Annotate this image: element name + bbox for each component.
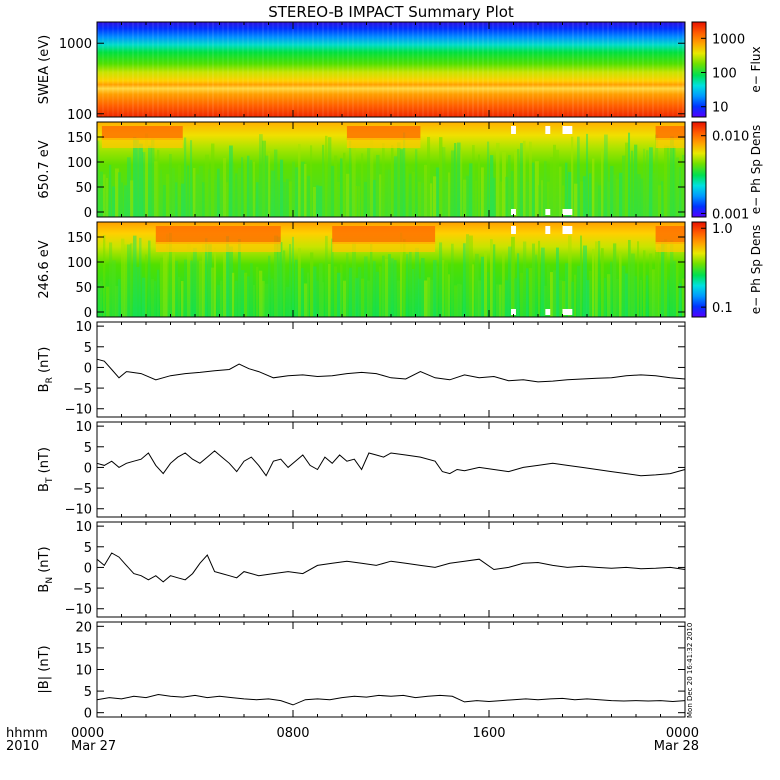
colorbar — [691, 21, 707, 118]
btotal-panel: 0 5 10 15 20 |B| (nT) — [37, 620, 686, 722]
colorbar-tick-label: 0.001 — [712, 207, 749, 222]
spectrogram-texture — [97, 22, 684, 117]
x-date-label: Mar 27 — [71, 739, 116, 754]
y-axis-label: BT (nT) — [37, 447, 55, 492]
y-tick-label: 1000 — [59, 37, 92, 52]
spectrogram-texture — [97, 126, 685, 217]
y-tick-label: −5 — [73, 382, 92, 397]
y-tick-label: 150 — [67, 131, 92, 146]
series-line — [96, 693, 686, 706]
bn-panel: −10 −5 0 5 10 BN (nT) — [37, 520, 686, 618]
y-tick-label: −5 — [73, 482, 92, 497]
x-tick-label: 0000 — [666, 726, 699, 741]
y-tick-label: 0 — [84, 561, 92, 576]
colorbar — [691, 121, 707, 218]
y-axis-label: |B| (nT) — [37, 645, 52, 693]
y-tick-label: 0 — [84, 707, 92, 722]
bt-panel: −10 −5 0 5 10 BT (nT) — [37, 420, 686, 518]
colorbar-tick-label: 0.1 — [712, 301, 733, 316]
y-tick-label: 150 — [67, 231, 92, 246]
colorbar-label: e− Flux — [749, 46, 763, 92]
colorbar-tick-label: 1000 — [712, 32, 745, 47]
series-line — [96, 358, 686, 383]
colorbar-label: e− Ph Sp Dens — [749, 225, 763, 314]
y-tick-label: −10 — [65, 603, 92, 618]
x-tick-label: 0800 — [276, 726, 309, 741]
y-tick-label: 0 — [84, 361, 92, 376]
timestamp-label: Mon Dec 20 16:41:32 2010 — [686, 623, 694, 718]
y-tick-label: −10 — [65, 403, 92, 418]
colorbar-tick-label: 10 — [712, 101, 729, 116]
swea-spectrogram: 10 100 1000 e− Flux 100 1000 SWEA (eV) — [37, 21, 763, 123]
y-tick-label: 5 — [84, 685, 92, 700]
footer-hhmm-label: hhmm — [6, 726, 48, 741]
y-axis-label: 650.7 eV — [37, 140, 52, 198]
series-line — [96, 450, 686, 477]
x-date-label: Mar 28 — [654, 739, 699, 754]
spectrogram-texture — [97, 226, 685, 317]
y-tick-label: 5 — [84, 341, 92, 356]
pad-246-spectrogram: 0.1 1.0 e− Ph Sp Dens 0 50 100 150 246.6 eV — [37, 221, 763, 321]
y-tick-label: −5 — [73, 582, 92, 597]
y-tick-label: 50 — [75, 181, 92, 196]
y-tick-label: 0 — [84, 206, 92, 221]
y-tick-label: 15 — [75, 642, 92, 657]
series-line — [96, 552, 686, 583]
y-tick-label: 50 — [75, 281, 92, 296]
panel-frame — [96, 521, 686, 618]
colorbar-tick-label: 0.010 — [712, 130, 749, 145]
footer-year-label: 2010 — [6, 739, 39, 754]
y-tick-label: 5 — [84, 541, 92, 556]
y-axis-label: 246.6 eV — [37, 240, 52, 298]
x-tick-label: 0000 — [71, 726, 104, 741]
pad-650-spectrogram: 0.001 0.010 e− Ph Sp Dens 0 50 100 150 650.7 eV — [37, 121, 763, 222]
y-axis-label: BR (nT) — [37, 347, 55, 393]
spectrogram-field — [97, 22, 685, 117]
y-axis-label: SWEA (eV) — [37, 35, 52, 104]
y-tick-label: 10 — [75, 520, 92, 535]
y-tick-label: 20 — [75, 620, 92, 635]
y-tick-label: 100 — [67, 108, 92, 123]
y-tick-label: −10 — [65, 503, 92, 518]
x-tick-label: 1600 — [472, 726, 505, 741]
y-tick-label: 10 — [75, 320, 92, 335]
plot-title: STEREO-B IMPACT Summary Plot — [268, 3, 514, 21]
br-panel: −10 −5 0 5 10 BR (nT) — [37, 320, 686, 418]
y-tick-label: 100 — [67, 256, 92, 271]
y-tick-label: 5 — [84, 441, 92, 456]
y-tick-label: 10 — [75, 664, 92, 679]
panel-frame — [96, 321, 686, 418]
y-tick-label: 10 — [75, 420, 92, 435]
y-tick-label: 0 — [84, 461, 92, 476]
y-tick-label: 100 — [67, 156, 92, 171]
panel-frame — [96, 621, 686, 718]
colorbar-tick-label: 1.0 — [712, 222, 733, 237]
y-tick-label: 0 — [84, 306, 92, 321]
colorbar-label: e− Ph Sp Dens — [749, 125, 763, 214]
y-axis-label: BN (nT) — [37, 546, 55, 592]
colorbar-tick-label: 100 — [712, 67, 737, 82]
colorbar — [691, 221, 707, 318]
